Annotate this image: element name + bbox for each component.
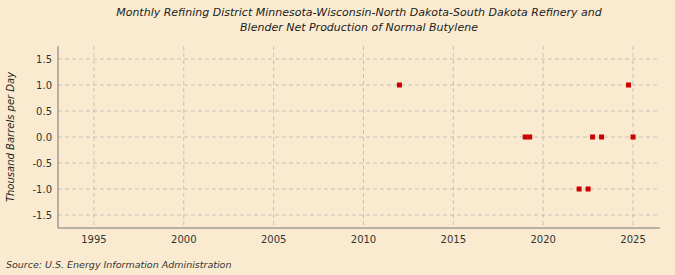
y-grid-line xyxy=(58,59,660,60)
y-grid-line xyxy=(58,137,660,138)
x-grid-line xyxy=(273,46,274,228)
y-axis-label: Thousand Barrels per Day xyxy=(5,71,16,202)
x-tick-label: 2010 xyxy=(351,234,376,245)
title: Monthly Refining District Minnesota-Wisc… xyxy=(116,6,603,34)
y-axis-line xyxy=(58,46,59,228)
source: Source: U.S. Energy Information Administ… xyxy=(6,259,231,270)
y-grid-line xyxy=(58,189,660,190)
y-tick-label: -0.5 xyxy=(32,158,52,169)
x-tick-label: 2000 xyxy=(171,234,196,245)
point xyxy=(527,135,532,140)
points xyxy=(397,83,636,192)
point xyxy=(590,135,595,140)
y-tick-label: -1.0 xyxy=(32,184,52,195)
y-grid-line xyxy=(58,111,660,112)
grid xyxy=(58,46,660,228)
x-tick-label: 2025 xyxy=(620,234,645,245)
x-grid-line xyxy=(453,46,454,228)
point xyxy=(586,187,591,192)
background xyxy=(0,0,675,275)
title-line: Monthly Refining District Minnesota-Wisc… xyxy=(116,6,603,19)
x-grid-line xyxy=(363,46,364,228)
y-tick-label: 1.5 xyxy=(36,54,52,65)
chart: Monthly Refining District Minnesota-Wisc… xyxy=(0,0,675,275)
x-tick-label: 2020 xyxy=(530,234,555,245)
point xyxy=(599,135,604,140)
x-grid-line xyxy=(93,46,94,228)
title-line: Blender Net Production of Normal Butylen… xyxy=(240,21,478,34)
point xyxy=(523,135,528,140)
x-tick-label: 2005 xyxy=(261,234,286,245)
y-grid-line xyxy=(58,163,660,164)
x-axis-line xyxy=(58,228,660,229)
y-tick-label: 0.5 xyxy=(36,106,52,117)
y-grid-line xyxy=(58,215,660,216)
y-tick-label: 1.0 xyxy=(36,80,52,91)
x-tick-label: 2015 xyxy=(441,234,466,245)
y-tick-label: 0.0 xyxy=(36,132,52,143)
x-grid-line xyxy=(543,46,544,228)
point xyxy=(626,83,631,88)
point xyxy=(631,135,636,140)
x-grid-line xyxy=(183,46,184,228)
y-grid-line xyxy=(58,85,660,86)
point xyxy=(397,83,402,88)
point xyxy=(577,187,582,192)
y-tick-label: -1.5 xyxy=(32,210,52,221)
x-tick-label: 1995 xyxy=(81,234,106,245)
